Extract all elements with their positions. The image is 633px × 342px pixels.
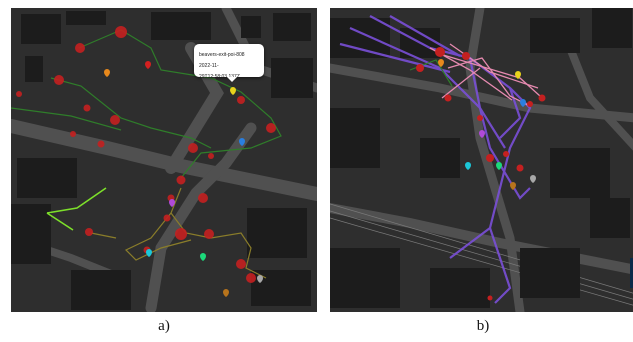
poi-points-b bbox=[416, 47, 546, 301]
map-pin-icon bbox=[438, 59, 444, 67]
map-pin-icon bbox=[530, 175, 536, 183]
map-pin-icon bbox=[465, 162, 471, 170]
map-pin-icon bbox=[515, 71, 521, 79]
map-pin-icon bbox=[104, 69, 110, 77]
caption-b: b) bbox=[476, 318, 490, 334]
trace-lime-a bbox=[46, 187, 107, 231]
map-edge-strip bbox=[630, 258, 633, 288]
map-pin-icon bbox=[146, 249, 152, 257]
map-pin-icon bbox=[257, 275, 263, 283]
markers-a bbox=[104, 61, 263, 297]
map-pin-icon bbox=[520, 99, 526, 107]
poi-tooltip: beavers-exit-poi-808 2022-11-29T12:58:03… bbox=[194, 44, 264, 82]
map-pin-icon bbox=[510, 182, 516, 190]
buildings-a bbox=[11, 11, 313, 310]
trace-purple-b bbox=[339, 15, 532, 304]
map-pin-icon bbox=[479, 130, 485, 138]
rail-b bbox=[330, 203, 633, 306]
buildings-b bbox=[330, 8, 632, 308]
caption-a: a) bbox=[158, 318, 170, 334]
map-panel-a[interactable]: beavers-exit-poi-808 2022-11-29T12:58:03… bbox=[11, 8, 317, 312]
markers-b bbox=[438, 59, 536, 190]
map-pin-icon bbox=[169, 199, 175, 207]
map-a-canvas bbox=[11, 8, 317, 312]
map-pin-icon bbox=[239, 138, 245, 146]
map-pin-icon bbox=[223, 289, 229, 297]
poi-tooltip-timestamp: 2022-11-29T12:58:03.137Z bbox=[199, 63, 240, 80]
trace-green-a bbox=[11, 29, 282, 179]
map-pin-icon bbox=[230, 87, 236, 95]
trace-olive-a bbox=[90, 187, 267, 279]
poi-tooltip-title: beavers-exit-poi-808 bbox=[199, 52, 245, 58]
map-pin-icon bbox=[145, 61, 151, 69]
map-b-canvas bbox=[330, 8, 633, 312]
map-pin-icon bbox=[496, 162, 502, 170]
map-panel-b[interactable] bbox=[330, 8, 633, 312]
map-pin-icon bbox=[200, 253, 206, 261]
